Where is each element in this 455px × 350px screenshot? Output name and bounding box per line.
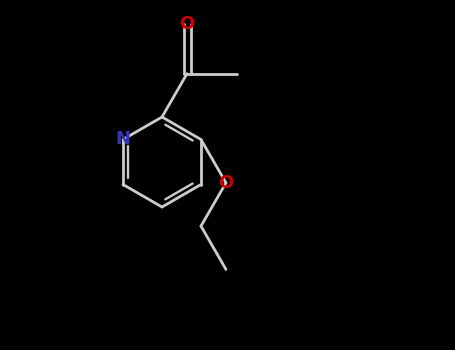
Text: N: N	[116, 131, 131, 148]
Text: O: O	[218, 174, 233, 192]
Text: O: O	[179, 15, 195, 33]
